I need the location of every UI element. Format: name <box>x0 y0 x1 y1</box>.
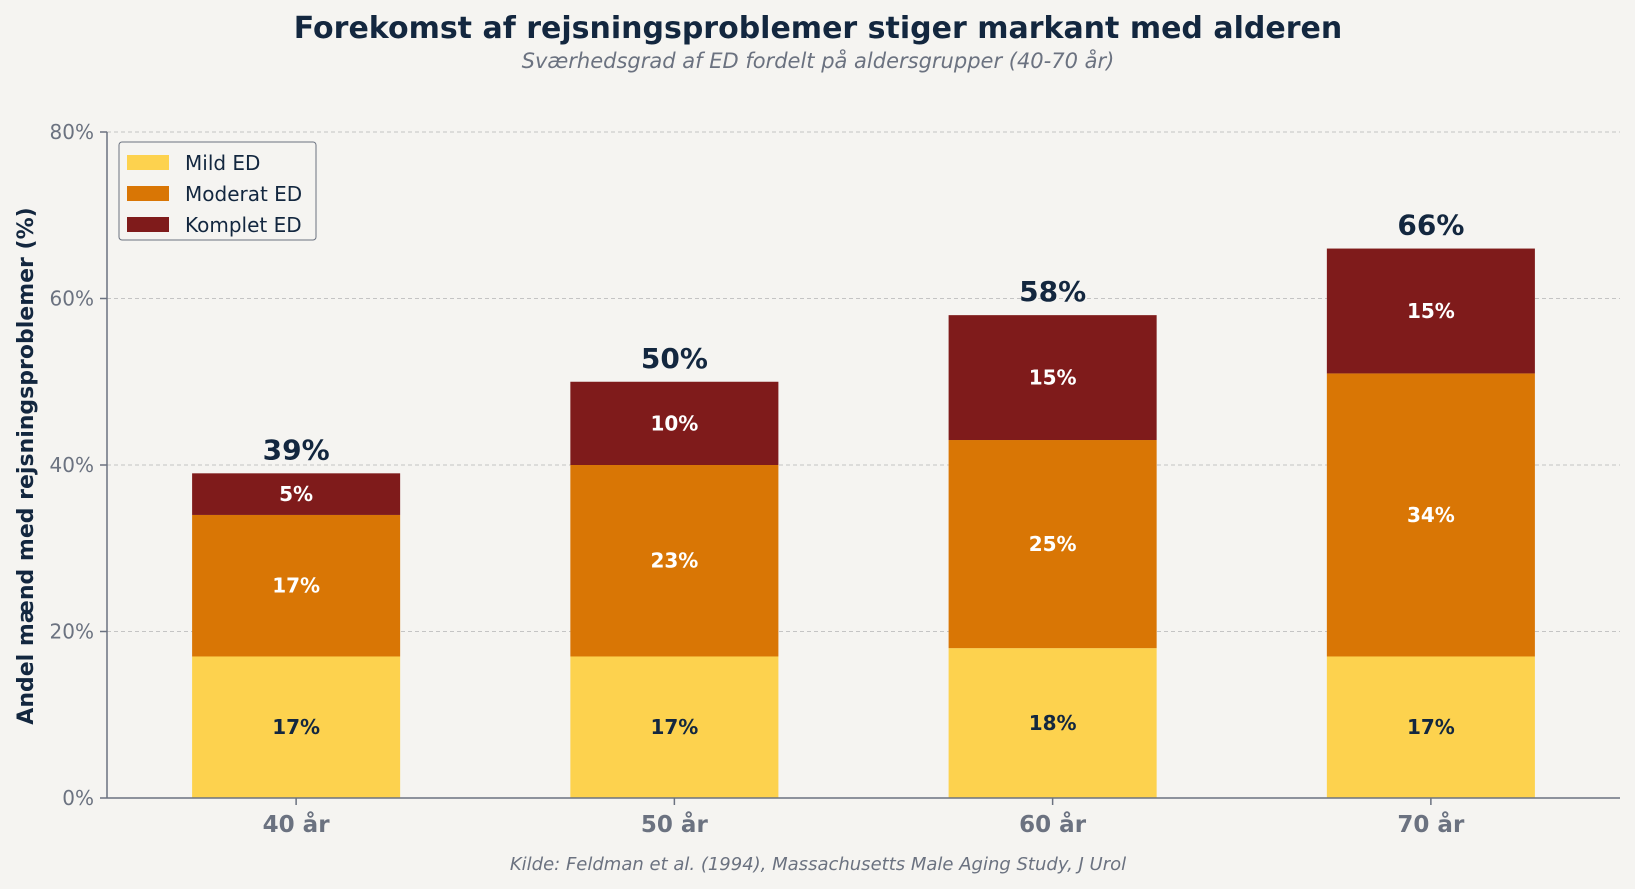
chart-title: Forekomst af rejsningsproblemer stiger m… <box>294 11 1342 46</box>
bar-total-label: 58% <box>1019 275 1086 308</box>
segment-value-label: 15% <box>1407 299 1455 323</box>
bar-segment <box>1326 373 1535 657</box>
segment-value-label: 18% <box>1029 711 1077 735</box>
bar-segment <box>192 514 401 657</box>
legend: Mild ED Moderat ED Komplet ED <box>118 141 317 241</box>
bar-segment <box>570 465 779 657</box>
bar-segment <box>948 315 1157 441</box>
y-tick-label: 0% <box>62 786 94 810</box>
bar-segment <box>192 473 401 515</box>
y-tick-label: 80% <box>50 120 94 144</box>
segment-value-label: 17% <box>1407 715 1455 739</box>
y-tick-label: 60% <box>50 287 94 311</box>
bar-total-label: 50% <box>641 342 708 375</box>
segment-value-label: 10% <box>650 411 698 435</box>
y-tick-label: 40% <box>50 453 94 477</box>
bar-segment <box>192 656 401 798</box>
legend-swatch <box>127 155 169 170</box>
x-tick-label: 40 år <box>263 811 331 838</box>
x-tick-label: 50 år <box>641 811 709 838</box>
bar-segment <box>1326 248 1535 374</box>
source-note: Kilde: Feldman et al. (1994), Massachuse… <box>510 854 1126 875</box>
bar-total-label: 66% <box>1397 209 1464 242</box>
legend-swatch <box>127 186 169 201</box>
segment-labels: 17% 17% 5% 17% 23% 10% 18% 25% 15% 17% 34% 15% <box>272 299 1455 739</box>
chart-subtitle: Sværhedsgrad af ED fordelt på aldersgrup… <box>522 48 1115 73</box>
bar-segment <box>570 656 779 798</box>
bar-segment <box>948 648 1157 798</box>
segment-value-label: 23% <box>650 549 698 573</box>
bar-segment <box>570 381 779 465</box>
x-tick-label: 60 år <box>1019 811 1087 838</box>
y-axis-ticks: 0% 20% 40% 60% 80% <box>50 120 107 810</box>
bar-segment <box>948 440 1157 649</box>
bar-segment <box>1326 656 1535 798</box>
segment-value-label: 25% <box>1029 532 1077 556</box>
x-axis-ticks: 40 år 50 år 60 år 70 år <box>263 798 1465 838</box>
legend-swatch <box>127 217 169 232</box>
legend-entry: Komplet ED <box>185 213 302 237</box>
segment-value-label: 34% <box>1407 503 1455 527</box>
segment-value-label: 17% <box>272 715 320 739</box>
y-axis-label: Andel mænd med rejsningsproblemer (%) <box>14 207 39 724</box>
segment-value-label: 17% <box>650 715 698 739</box>
segment-value-label: 15% <box>1029 366 1077 390</box>
segment-value-label: 5% <box>279 482 313 506</box>
total-labels: 39% 50% 58% 66% <box>263 209 1465 467</box>
legend-entry: Moderat ED <box>185 182 302 206</box>
x-tick-label: 70 år <box>1397 811 1465 838</box>
legend-entry: Mild ED <box>185 151 260 175</box>
bars <box>192 248 1535 798</box>
bar-total-label: 39% <box>263 433 330 466</box>
y-tick-label: 20% <box>50 620 94 644</box>
segment-value-label: 17% <box>272 574 320 598</box>
